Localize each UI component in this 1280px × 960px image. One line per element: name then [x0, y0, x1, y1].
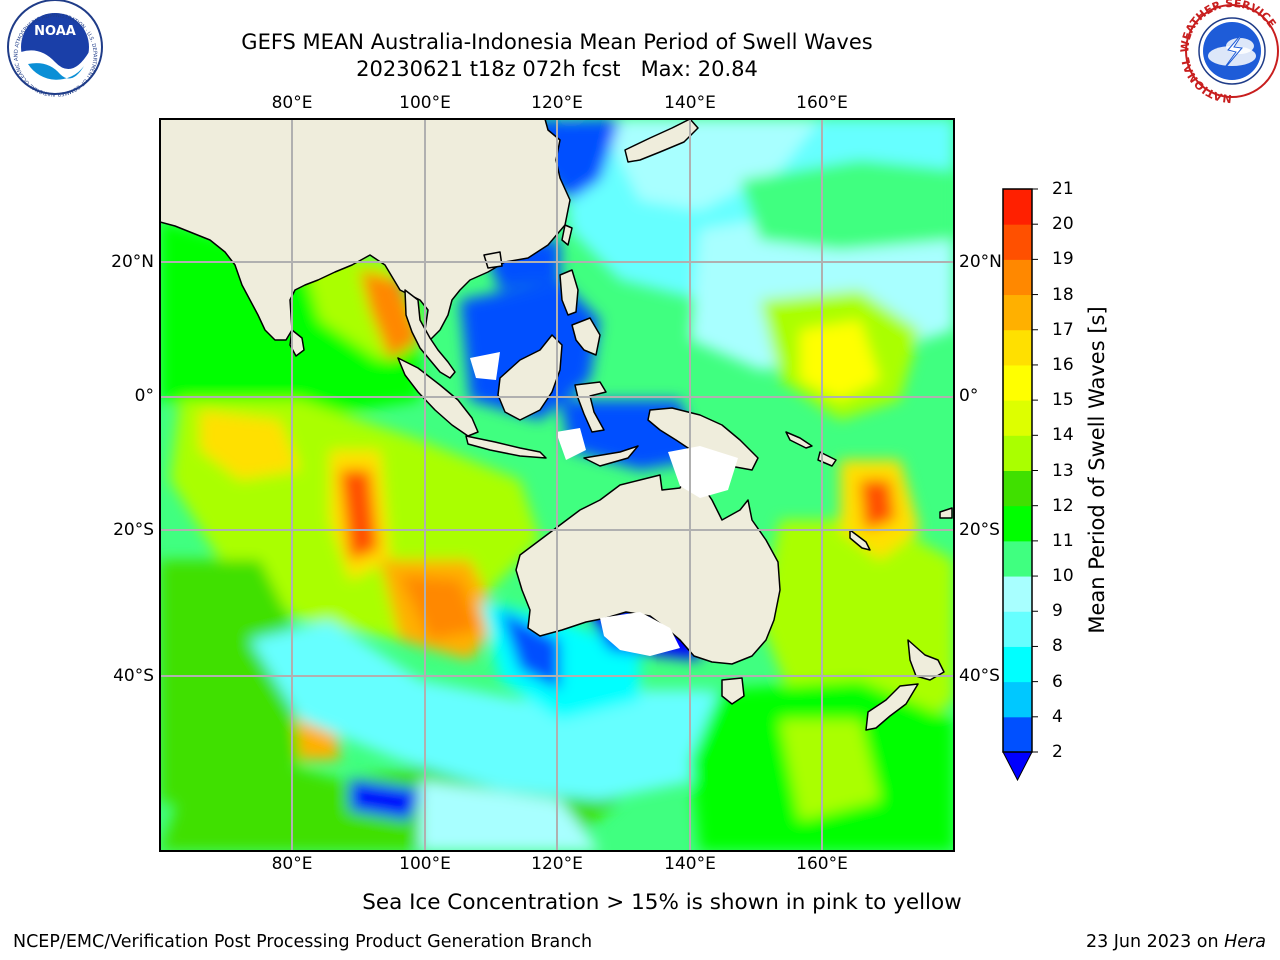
gridlines — [160, 119, 954, 851]
map-frame — [159, 118, 955, 852]
no-data-patches — [470, 352, 738, 656]
colorbar-segment — [1003, 576, 1032, 612]
lon-tick-top-100e: 100°E — [399, 93, 451, 113]
noaa-logo-icon: NOAA NATIONAL OCEANIC AND ATMOSPHERIC AD… — [0, 0, 103, 97]
colorbar-tick-label: 2 — [1052, 742, 1063, 762]
colorbar-tick-label: 10 — [1052, 566, 1074, 587]
colorbar-segment — [1003, 681, 1032, 718]
nws-logo-icon: NATIONAL WEATHER SERVICE — [1178, 0, 1279, 105]
colorbar-segment — [1003, 189, 1032, 225]
colorbar-segment — [1003, 329, 1032, 366]
lon-tick-top-140e: 140°E — [664, 93, 716, 113]
colorbar-tick-label: 20 — [1052, 214, 1074, 235]
map-area — [160, 119, 954, 851]
colorbar-segment — [1003, 364, 1032, 401]
colorbar-tick-label: 9 — [1052, 601, 1063, 622]
sea-ice-note: Sea Ice Concentration > 15% is shown in … — [362, 890, 962, 915]
colorbar-tick-label: 13 — [1052, 460, 1074, 481]
colorbar-segment — [1003, 540, 1032, 577]
colorbar-tick-label: 6 — [1052, 671, 1063, 692]
lat-tick-left-20n: 20°N — [111, 252, 154, 272]
colorbar-segment — [1003, 259, 1032, 296]
lon-tick-bottom-140e: 140°E — [664, 854, 716, 874]
lon-tick-bottom-160e: 160°E — [796, 854, 848, 874]
colorbar-tick-label: 17 — [1052, 319, 1074, 340]
date-value: 23 Jun 2023 on — [1085, 932, 1225, 952]
colorbar-segment — [1003, 646, 1032, 683]
lat-tick-right-20s: 20°S — [959, 520, 1000, 540]
machine-name: Hera — [1224, 932, 1266, 952]
lat-tick-left-0: 0° — [134, 386, 154, 406]
lat-tick-right-20n: 20°N — [959, 252, 1002, 272]
lon-tick-top-120e: 120°E — [531, 93, 583, 113]
colorbar-tick-label: 8 — [1052, 636, 1063, 657]
colorbar-tick-label: 19 — [1052, 249, 1074, 270]
lon-tick-bottom-120e: 120°E — [531, 854, 583, 874]
colorbar-segment — [1003, 470, 1032, 507]
colorbar-tick-label: 15 — [1052, 390, 1074, 411]
colorbar-tick-label: 18 — [1052, 284, 1074, 305]
noaa-logo-text: NOAA — [34, 24, 76, 39]
map-title: GEFS MEAN Australia-Indonesia Mean Perio… — [241, 30, 873, 54]
colorbar-tick-label: 14 — [1052, 425, 1074, 446]
land-masses — [160, 119, 953, 731]
colorbar-segment — [1003, 224, 1032, 260]
credit-text: NCEP/EMC/Verification Post Processing Pr… — [13, 932, 593, 952]
colorbar-segment — [1003, 505, 1032, 542]
colorbar-segment — [1003, 611, 1032, 647]
colorbar-tick-label: 4 — [1052, 706, 1063, 727]
colorbar-segment — [1003, 716, 1032, 753]
colorbar-tick-label: 16 — [1052, 354, 1074, 375]
lat-tick-left-20s: 20°S — [113, 520, 154, 540]
lat-tick-left-40s: 40°S — [113, 666, 154, 686]
lat-tick-right-0: 0° — [959, 386, 979, 406]
date-text: 23 Jun 2023 on Hera — [1086, 932, 1266, 952]
lon-tick-bottom-100e: 100°E — [399, 854, 451, 874]
colorbar-segment — [1003, 400, 1032, 436]
map-subtitle: 20230621 t18z 072h fcst Max: 20.84 — [356, 57, 758, 81]
lon-tick-top-160e: 160°E — [796, 93, 848, 113]
colorbar-title: Mean Period of Swell Waves [s] — [1085, 306, 1109, 634]
colorbar-tick-label: 21 — [1052, 179, 1074, 199]
colorbar-segment — [1003, 435, 1032, 471]
lon-tick-top-80e: 80°E — [271, 93, 313, 113]
colorbar-tick-label: 12 — [1052, 495, 1074, 516]
lat-tick-right-40s: 40°S — [959, 666, 1000, 686]
colorbar — [1002, 188, 1038, 782]
lon-tick-bottom-80e: 80°E — [271, 854, 313, 874]
colorbar-under-triangle — [1002, 751, 1033, 782]
colorbar-tick-label: 11 — [1052, 530, 1074, 551]
colorbar-segment — [1003, 294, 1032, 331]
